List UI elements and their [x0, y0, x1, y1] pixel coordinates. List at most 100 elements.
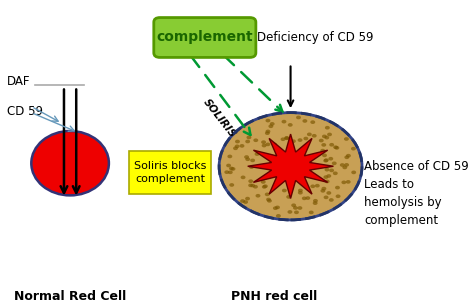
- Circle shape: [262, 185, 267, 189]
- Ellipse shape: [31, 131, 109, 195]
- Circle shape: [287, 210, 292, 214]
- Circle shape: [344, 137, 349, 141]
- Circle shape: [333, 172, 338, 175]
- Circle shape: [333, 145, 338, 149]
- FancyBboxPatch shape: [129, 151, 211, 194]
- Circle shape: [244, 155, 249, 159]
- Circle shape: [276, 214, 281, 218]
- Circle shape: [341, 180, 346, 184]
- Circle shape: [262, 144, 266, 148]
- Text: PNH red cell: PNH red cell: [231, 290, 318, 303]
- Circle shape: [219, 113, 362, 220]
- Circle shape: [253, 138, 258, 142]
- Polygon shape: [248, 134, 333, 198]
- Circle shape: [272, 143, 277, 146]
- Circle shape: [309, 211, 314, 214]
- Circle shape: [340, 163, 345, 167]
- Text: SOLIRIS: SOLIRIS: [201, 97, 237, 140]
- Circle shape: [267, 199, 272, 203]
- Circle shape: [329, 143, 334, 147]
- Circle shape: [291, 139, 296, 143]
- Circle shape: [224, 170, 229, 174]
- Circle shape: [298, 191, 303, 195]
- Circle shape: [298, 206, 302, 210]
- Circle shape: [294, 210, 299, 214]
- Circle shape: [253, 185, 258, 188]
- Circle shape: [302, 197, 307, 200]
- Circle shape: [229, 183, 234, 187]
- Circle shape: [342, 166, 347, 169]
- Circle shape: [303, 137, 308, 140]
- Circle shape: [273, 206, 278, 210]
- Circle shape: [293, 206, 298, 210]
- Text: Normal Red Cell: Normal Red Cell: [14, 290, 126, 303]
- Circle shape: [291, 203, 296, 207]
- Circle shape: [323, 175, 328, 179]
- Circle shape: [284, 136, 289, 140]
- Circle shape: [261, 140, 266, 144]
- Circle shape: [324, 136, 329, 140]
- Circle shape: [298, 138, 302, 142]
- Circle shape: [334, 146, 339, 150]
- Circle shape: [226, 164, 231, 167]
- Circle shape: [332, 161, 337, 165]
- Circle shape: [245, 157, 250, 161]
- Circle shape: [336, 194, 340, 198]
- Circle shape: [335, 186, 340, 189]
- Circle shape: [250, 159, 255, 162]
- Circle shape: [265, 130, 270, 133]
- Circle shape: [268, 124, 273, 128]
- Circle shape: [325, 168, 329, 172]
- Circle shape: [233, 147, 238, 150]
- Circle shape: [255, 152, 259, 156]
- Circle shape: [320, 149, 325, 152]
- Circle shape: [323, 159, 328, 163]
- Circle shape: [265, 143, 270, 146]
- Circle shape: [228, 171, 233, 174]
- Circle shape: [325, 180, 329, 183]
- Circle shape: [281, 137, 285, 141]
- Circle shape: [288, 123, 292, 127]
- Circle shape: [307, 132, 312, 136]
- Circle shape: [245, 197, 250, 201]
- Circle shape: [235, 144, 239, 148]
- Circle shape: [322, 154, 327, 157]
- Circle shape: [282, 189, 287, 192]
- Circle shape: [265, 131, 270, 135]
- Circle shape: [275, 205, 280, 209]
- Circle shape: [315, 184, 320, 188]
- Circle shape: [228, 155, 232, 158]
- Circle shape: [325, 126, 330, 130]
- Text: Deficiency of CD 59: Deficiency of CD 59: [257, 31, 374, 44]
- Circle shape: [327, 133, 332, 136]
- Circle shape: [230, 167, 236, 171]
- Circle shape: [319, 139, 324, 142]
- Circle shape: [248, 184, 253, 187]
- Circle shape: [313, 201, 318, 205]
- Text: Absence of CD 59
Leads to
hemolysis by
complement: Absence of CD 59 Leads to hemolysis by c…: [364, 160, 469, 227]
- Circle shape: [305, 196, 310, 200]
- Circle shape: [243, 200, 248, 204]
- Text: DAF: DAF: [7, 75, 30, 88]
- Circle shape: [282, 120, 286, 124]
- Circle shape: [329, 198, 334, 202]
- Circle shape: [235, 140, 240, 144]
- Circle shape: [312, 134, 317, 138]
- Circle shape: [351, 147, 356, 151]
- Circle shape: [310, 184, 315, 188]
- Circle shape: [263, 184, 268, 188]
- Circle shape: [240, 199, 245, 203]
- Circle shape: [298, 188, 303, 192]
- Circle shape: [345, 156, 349, 159]
- Circle shape: [327, 191, 331, 195]
- Circle shape: [313, 199, 318, 203]
- FancyBboxPatch shape: [154, 18, 256, 57]
- Circle shape: [351, 171, 356, 174]
- Circle shape: [321, 187, 327, 190]
- Circle shape: [284, 136, 289, 140]
- Text: Soliris blocks
complement: Soliris blocks complement: [134, 161, 206, 184]
- Circle shape: [324, 158, 329, 162]
- Circle shape: [265, 192, 270, 196]
- Circle shape: [229, 167, 234, 170]
- Circle shape: [239, 144, 245, 148]
